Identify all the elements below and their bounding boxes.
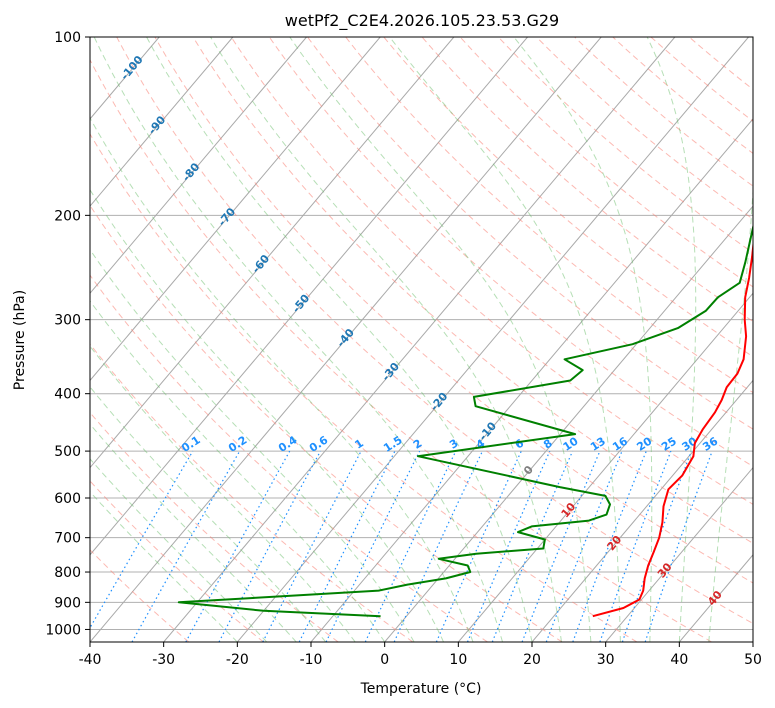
dry-adiabat-line (90, 480, 264, 642)
x-tick-label: 50 (744, 652, 762, 668)
y-tick-label: 800 (54, 565, 81, 581)
moist-adiabat-line (93, 37, 503, 642)
y-tick-label: 300 (54, 313, 81, 329)
x-tick-label: -40 (79, 652, 102, 668)
x-tick-label: 30 (597, 652, 615, 668)
y-tick-label: 200 (54, 208, 81, 224)
dry-adiabat-line (90, 274, 488, 642)
y-tick-label: 1000 (45, 622, 81, 638)
dry-adiabat-line (90, 58, 712, 642)
y-tick-label: 900 (54, 595, 81, 611)
x-tick-label: 40 (670, 652, 688, 668)
x-axis-label: Temperature (°C) (360, 681, 482, 697)
isotherm-line (90, 37, 234, 207)
moist-adiabat-line (90, 116, 474, 642)
reference-lines-layer (90, 37, 753, 642)
mixing-ratio-line (218, 450, 322, 642)
moist-adiabat-line (389, 37, 621, 642)
y-axis-label: Pressure (hPa) (12, 290, 28, 390)
moist-adiabat-line (708, 37, 753, 642)
dewpoint-line (177, 223, 753, 618)
dry-adiabat-line (345, 37, 753, 394)
plot-area (90, 37, 753, 642)
moist-adiabat-line (90, 386, 327, 642)
isotherm-line (90, 37, 455, 469)
isotherm-line (90, 37, 528, 556)
plot-frame (89, 36, 754, 643)
y-tick-label: 100 (54, 30, 81, 46)
x-tick-label: -30 (152, 652, 175, 668)
isotherm-line (90, 37, 307, 295)
dry-adiabat-line (154, 37, 753, 584)
y-tick-label: 500 (54, 444, 81, 460)
moist-adiabat-line (289, 37, 592, 642)
moist-adiabat-line (90, 300, 386, 642)
dry-adiabat-line (90, 133, 638, 642)
moist-adiabat-line (146, 37, 533, 642)
dry-adiabat-line (536, 37, 753, 220)
mixing-ratio-line (435, 450, 522, 642)
isotherm-line (236, 37, 749, 642)
isotherm-line (605, 466, 753, 642)
dry-adiabat-line (307, 37, 753, 430)
y-tick-label: 600 (54, 491, 81, 507)
mixing-ratio-line (364, 450, 457, 642)
moist-adiabat-line (90, 248, 415, 642)
dry-adiabat-line (459, 37, 753, 288)
moist-adiabat-line (646, 37, 697, 642)
x-tick-label: 20 (523, 652, 541, 668)
mixing-ratio-line (521, 450, 601, 642)
mixing-ratio-line (131, 450, 241, 642)
mixing-ratio-line (185, 450, 291, 642)
y-tick-label: 700 (54, 531, 81, 547)
temperature-line (592, 239, 753, 618)
y-tick-label: 400 (54, 387, 81, 403)
mixing-ratio-line (90, 450, 194, 629)
mixing-ratio-line (393, 450, 484, 642)
dry-adiabat-line (192, 37, 753, 544)
isotherm-line (90, 37, 602, 642)
isotherm-line (163, 37, 676, 642)
moist-adiabat-line (210, 37, 562, 642)
mixing-ratio-line (491, 450, 574, 642)
series-layer (177, 223, 753, 618)
dry-adiabat-line (230, 37, 753, 505)
x-tick-label: 0 (380, 652, 389, 668)
dry-adiabat-line (90, 343, 414, 642)
isotherm-line (90, 37, 381, 382)
isotherm-line (531, 379, 753, 642)
x-tick-label: -20 (226, 652, 249, 668)
dry-adiabat-line (268, 37, 753, 467)
moist-adiabat-line (513, 37, 653, 642)
chart-title: wetPf2_C2E4.2026.105.23.53.G29 (285, 11, 559, 31)
mixing-ratio-line (466, 450, 551, 642)
moist-adiabat-line (90, 188, 445, 642)
isotherm-line (384, 205, 753, 642)
ticks-layer: -40 -30 -20 -10 0 10 20 30 40 50 100 200 300 400 500 60… (45, 30, 762, 668)
dry-adiabat-line (497, 37, 753, 254)
x-tick-label: -10 (300, 652, 323, 668)
moist-adiabat-line (90, 345, 356, 642)
moist-adiabat-line (90, 423, 297, 642)
x-tick-label: 10 (449, 652, 467, 668)
